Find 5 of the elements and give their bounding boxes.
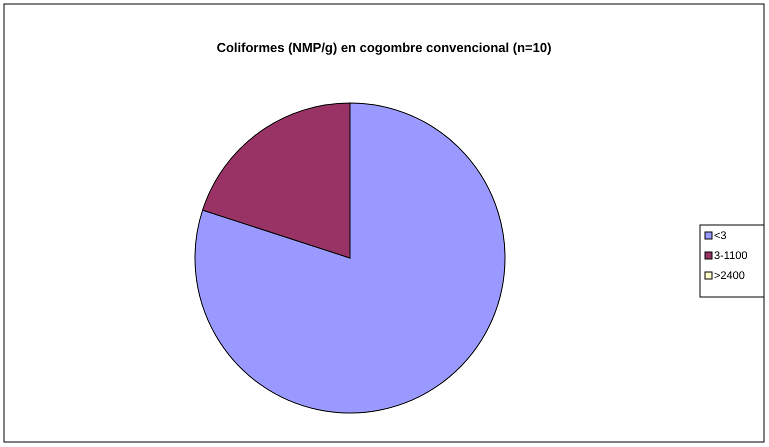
chart-title: Coliformes (NMP/g) en cogombre convencional (n=10) [216,40,552,55]
legend-label: 3-1100 [714,250,748,262]
legend-label: >2400 [714,270,745,282]
pie-slice [194,102,506,414]
legend-label: <3 [714,230,727,242]
